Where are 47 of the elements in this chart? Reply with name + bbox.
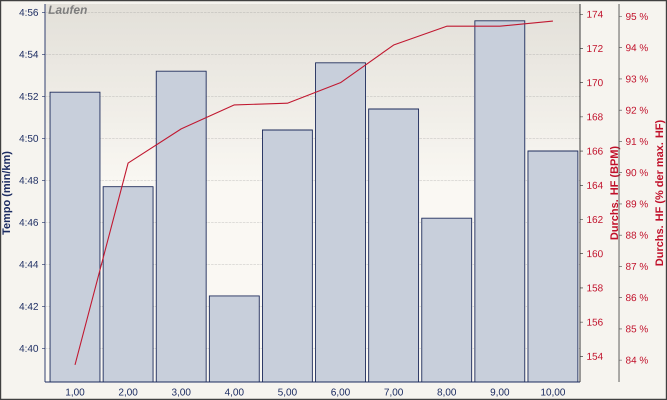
x-tick-label: 6,00: [331, 388, 350, 397]
y2-tick-label: 156: [587, 318, 603, 326]
x-tick-label: 3,00: [172, 388, 191, 397]
x-tick-label: 1,00: [66, 388, 84, 397]
y3-tick-label: 84 %: [626, 356, 648, 364]
y2-tick-label: 172: [587, 44, 603, 52]
y-tick-label: 4:56: [19, 8, 38, 16]
y2-tick-label: 164: [587, 182, 603, 189]
y3-tick-label: 95 %: [626, 12, 648, 20]
y2-tick-label: 162: [587, 216, 603, 224]
y2-axis-title: Durchs. HF (BPM): [610, 146, 620, 240]
y3-tick-label: 92 %: [626, 106, 648, 114]
x-tick-label: 8,00: [437, 388, 456, 397]
y3-tick-label: 93 %: [626, 75, 648, 82]
x-tick-label: 10,00: [541, 388, 565, 397]
y3-tick-label: 91 %: [626, 138, 648, 145]
y3-axis-title: Durchs. HF (% der max. HF): [655, 120, 666, 266]
x-tick-label: 5,00: [278, 388, 297, 397]
y-tick-label: 4:48: [19, 176, 38, 184]
y3-tick-label: 88 %: [626, 232, 648, 239]
y-tick-label: 4:54: [19, 50, 38, 58]
x-tick-label: 9,00: [490, 388, 510, 397]
y2-tick-label: 158: [587, 284, 603, 292]
y3-tick-label: 87 %: [626, 262, 648, 270]
y-tick-label: 4:50: [19, 134, 38, 142]
y-tick-label: 4:42: [19, 302, 38, 310]
x-tick-label: 2,00: [118, 388, 138, 397]
y2-tick-label: 170: [587, 79, 603, 86]
y2-tick-label: 166: [587, 148, 603, 155]
y2-tick-label: 168: [587, 113, 603, 120]
y3-tick-label: 85 %: [626, 325, 648, 332]
y-tick-label: 4:44: [19, 260, 38, 268]
y-tick-label: 4:52: [19, 92, 38, 100]
y2-tick-label: 154: [587, 352, 603, 360]
y3-tick-label: 94 %: [626, 44, 648, 52]
y-axis-title: Tempo (min/km): [2, 152, 12, 235]
x-tick-label: 7,00: [384, 388, 403, 397]
y3-tick-label: 90 %: [626, 169, 648, 176]
y2-tick-label: 160: [587, 250, 603, 258]
y-tick-label: 4:46: [19, 218, 38, 226]
line-series: [74, 20, 554, 366]
x-tick-label: 4,00: [224, 388, 244, 397]
y2-tick-label: 174: [587, 10, 603, 18]
chart-title: Laufen: [48, 5, 87, 14]
y3-tick-label: 89 %: [626, 200, 648, 208]
y-tick-label: 4:40: [19, 344, 38, 352]
y3-tick-label: 86 %: [626, 294, 648, 302]
